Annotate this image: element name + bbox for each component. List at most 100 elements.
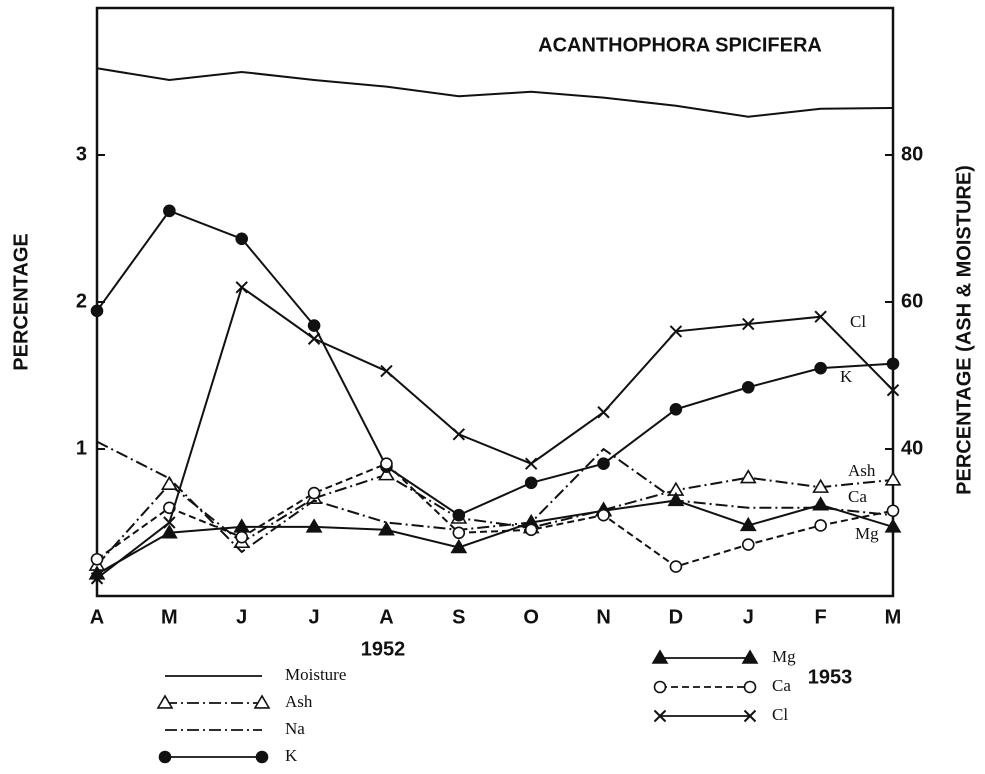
data-point [233,518,251,533]
series-label: Ca [848,487,867,506]
x-tick-label: J [236,606,247,628]
data-point [163,516,176,529]
series-line [96,67,894,118]
data-point [597,457,610,471]
series-label: Ash [848,461,876,480]
series-line [96,285,894,580]
chart-title: ACANTHOPHORA SPICIFERA [538,34,822,56]
data-point [884,518,902,533]
series-label: Mg [855,524,879,543]
data-point [741,649,759,664]
series-line [96,473,894,566]
data-point [90,304,104,318]
y-tick-label: 1 [76,437,87,459]
series-label: Cl [850,312,866,331]
data-point [378,466,395,481]
series-line [96,209,894,517]
data-point [450,538,468,554]
data-point [255,750,269,764]
x-tick-label: M [885,606,902,628]
data-point [743,680,757,694]
series-line [96,499,894,575]
data-point [163,204,176,218]
x-tick-label: J [743,606,754,628]
plot-frame [95,6,895,598]
data-point [814,519,827,532]
y2-axis-label: PERCENTAGE (ASH & MOISTURE) [953,165,975,495]
y-tick-label: 2 [76,290,87,312]
y-axis-label: PERCENTAGE [10,233,32,370]
data-point [160,524,178,539]
data-point [253,694,271,709]
data-point [380,364,393,378]
series-line [96,462,894,568]
data-point [743,709,757,723]
data-point [886,357,900,371]
x-tick-label: O [523,606,539,628]
data-point [524,457,538,470]
data-point [812,496,830,511]
data-point [307,486,321,500]
legend-label: K [285,746,298,765]
data-point [886,504,900,518]
data-point [597,508,610,522]
y2-tick-label: 80 [901,143,923,165]
legend-label: Cl [772,705,788,724]
legend-label: Ca [772,676,791,695]
data-point [739,469,757,484]
y2-tick-label: 60 [901,290,923,312]
data-point [524,523,538,537]
data-point [653,680,667,694]
data-point [814,310,827,323]
data-point [452,508,466,522]
legend-label: Mg [772,647,796,666]
data-point [739,516,757,532]
data-point [90,572,104,585]
x-tick-label: J [309,606,320,628]
data-point [235,232,249,246]
year-label: 1952 [361,638,406,660]
legend-label: Moisture [285,665,346,684]
data-point [742,317,755,331]
data-point [884,471,902,486]
data-point [305,518,323,533]
x-tick-label: A [90,606,104,628]
year-label: 1953 [808,666,853,688]
data-point [597,406,610,419]
data-point [452,428,466,441]
data-point [235,281,248,294]
x-tick-label: S [452,606,465,628]
series-line [96,440,894,554]
data-point [524,476,538,490]
data-point [307,319,321,332]
data-point [669,403,683,416]
data-point [307,332,321,345]
data-point [741,380,755,394]
data-point [90,552,104,566]
data-point [653,709,667,723]
data-point [160,475,178,490]
x-tick-label: F [815,606,827,628]
data-point [158,750,172,764]
data-point [814,361,827,375]
data-point [651,649,669,664]
data-point [741,538,755,551]
data-point [156,694,174,709]
data-point [235,530,249,544]
legend-label: Ash [285,692,313,711]
x-tick-label: N [596,606,610,628]
series-label: K [840,367,853,386]
data-point [378,521,395,536]
data-point [812,478,830,493]
x-tick-label: A [379,606,393,628]
legend-label: Na [285,719,305,738]
data-point [669,560,683,573]
y-tick-label: 3 [76,143,87,165]
data-point [667,491,685,507]
x-tick-label: M [161,606,178,628]
data-point [886,383,900,397]
data-point [669,325,683,338]
y2-tick-label: 40 [901,437,923,459]
x-tick-label: D [669,606,683,628]
